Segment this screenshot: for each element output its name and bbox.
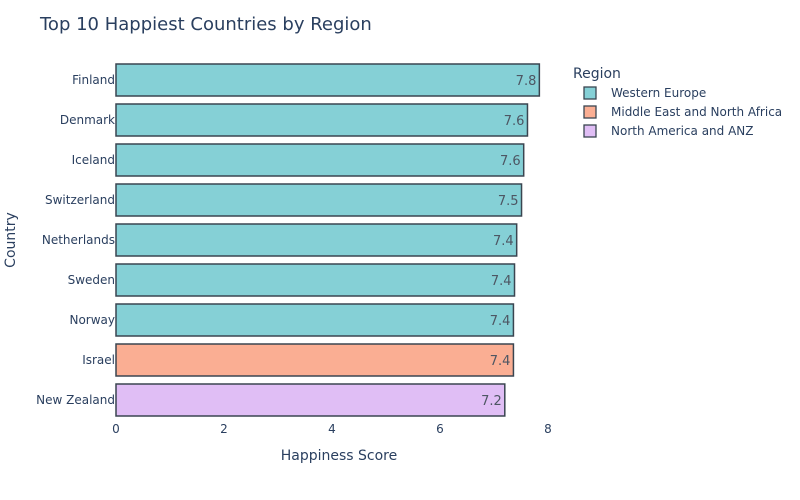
bar[interactable] [115, 223, 518, 257]
data-label: 7.4 [493, 234, 514, 249]
bar[interactable] [115, 143, 525, 177]
y-tick-label: New Zealand [36, 393, 115, 407]
bar[interactable] [115, 63, 541, 97]
y-tick-label: Norway [69, 313, 115, 327]
x-tick-label: 6 [436, 422, 444, 436]
x-tick-label: 8 [544, 422, 552, 436]
y-tick-label: Netherlands [42, 233, 115, 247]
legend-label[interactable]: Western Europe [611, 86, 706, 100]
data-label: 7.6 [500, 154, 521, 169]
bar[interactable] [115, 383, 506, 417]
legend-swatch[interactable] [583, 124, 597, 138]
data-label: 7.4 [490, 354, 511, 369]
legend[interactable]: Region Western Europe Middle East and Nor… [573, 66, 782, 138]
data-label: 7.2 [481, 394, 502, 409]
x-tick-label: 0 [112, 422, 120, 436]
data-label: 7.4 [491, 274, 512, 289]
x-axis-title: Happiness Score [281, 448, 398, 464]
legend-title: Region [573, 66, 621, 82]
plot-area: Finland 7.8 Denmark 7.6 Iceland 7.6 Switzerlan… [36, 63, 552, 436]
y-tick-label: Sweden [68, 273, 115, 287]
bar[interactable] [115, 183, 523, 217]
y-tick-label: Israel [82, 353, 115, 367]
bar[interactable] [115, 103, 529, 137]
chart-title: Top 10 Happiest Countries by Region [39, 14, 372, 35]
y-tick-label: Finland [72, 73, 115, 87]
y-tick-label: Iceland [72, 153, 115, 167]
legend-swatch[interactable] [583, 105, 597, 119]
legend-swatch[interactable] [583, 86, 597, 100]
bar[interactable] [115, 343, 515, 377]
x-tick-label: 2 [220, 422, 228, 436]
legend-label[interactable]: North America and ANZ [611, 124, 754, 138]
y-axis-title: Country [3, 212, 19, 268]
y-tick-label: Switzerland [45, 193, 115, 207]
bar[interactable] [115, 263, 516, 297]
data-label: 7.5 [498, 194, 519, 209]
x-tick-label: 4 [328, 422, 336, 436]
data-label: 7.6 [504, 114, 525, 129]
y-tick-label: Denmark [60, 113, 115, 127]
legend-label[interactable]: Middle East and North Africa [611, 105, 782, 119]
bar[interactable] [115, 303, 515, 337]
data-label: 7.8 [516, 74, 537, 89]
data-label: 7.4 [490, 314, 511, 329]
